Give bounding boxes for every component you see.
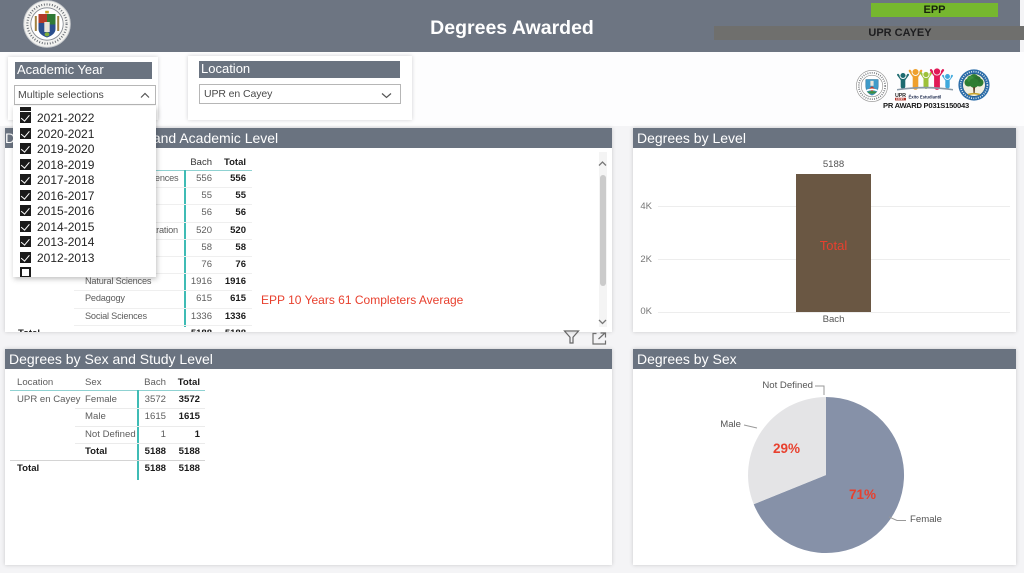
svg-text:CAYEY: CAYEY xyxy=(896,98,904,101)
svg-text:Éxito Estudiantil: Éxito Estudiantil xyxy=(909,95,942,100)
svg-text:UPR: UPR xyxy=(895,93,906,99)
